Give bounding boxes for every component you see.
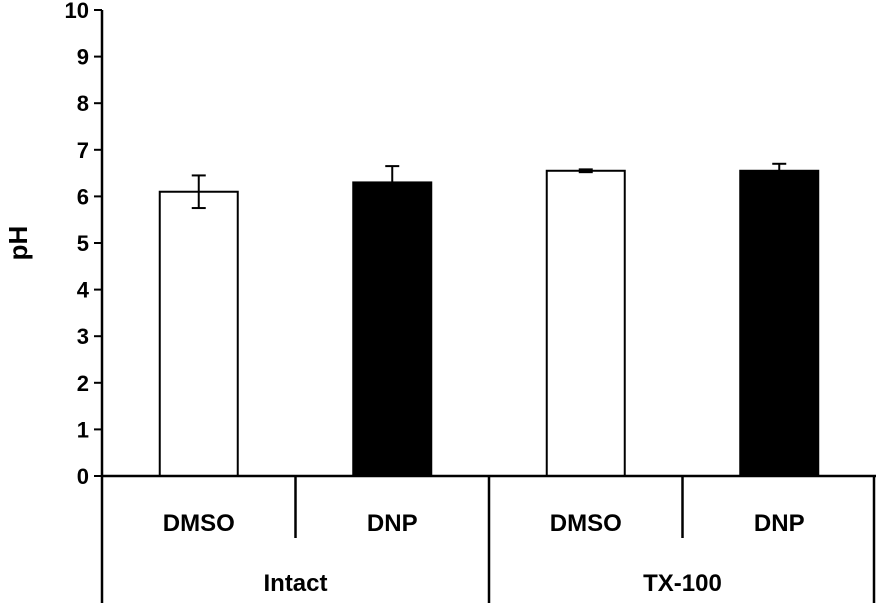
group-label: Intact bbox=[263, 570, 327, 597]
bar bbox=[158, 190, 239, 478]
y-tick-label: 10 bbox=[65, 0, 89, 23]
y-tick-label: 3 bbox=[77, 324, 89, 349]
y-tick-label: 5 bbox=[77, 231, 89, 256]
category-label: DMSO bbox=[163, 510, 235, 537]
group-label: TX-100 bbox=[643, 570, 722, 597]
y-axis-title: pH bbox=[3, 226, 33, 261]
bars bbox=[158, 162, 820, 478]
category-label: DMSO bbox=[550, 510, 622, 537]
y-tick-label: 1 bbox=[77, 417, 89, 442]
y-tick-label: 7 bbox=[77, 138, 89, 163]
y-tick-label: 0 bbox=[77, 464, 89, 489]
y-tick-label: 2 bbox=[77, 371, 89, 396]
y-tick-label: 8 bbox=[77, 91, 89, 116]
y-axis-ticks: 0 1 2 3 4 5 6 7 8 9 10 bbox=[65, 0, 102, 489]
y-tick-label: 4 bbox=[77, 278, 90, 303]
category-label: DNP bbox=[754, 510, 805, 537]
bar bbox=[739, 169, 820, 478]
bar bbox=[545, 169, 626, 478]
bar bbox=[352, 181, 433, 477]
y-tick-label: 9 bbox=[77, 45, 89, 70]
category-axis: DMSO DNP DMSO DNP Intact TX-100 bbox=[163, 476, 876, 603]
y-tick-label: 6 bbox=[77, 184, 89, 209]
category-label: DNP bbox=[367, 510, 418, 537]
